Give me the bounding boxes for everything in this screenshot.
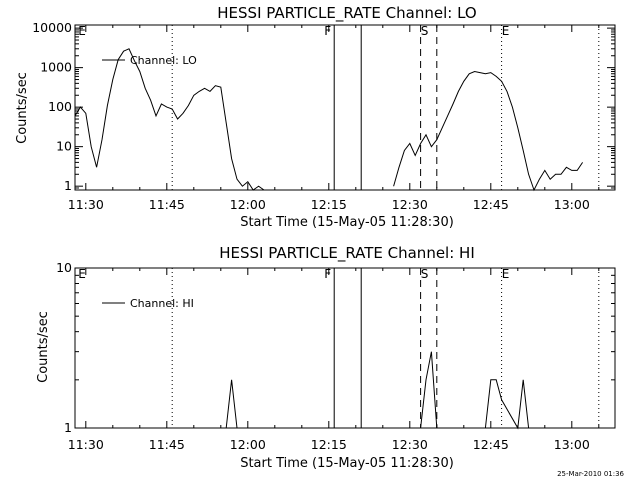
y-tick-label: 10000: [32, 20, 72, 35]
event-marker-label: E: [502, 24, 510, 38]
y-tick-label: 1000: [40, 60, 72, 75]
y-axis-label-hi: Counts/sec: [36, 311, 51, 383]
chart-title-lo: HESSI PARTICLE_RATE Channel: LO: [217, 4, 476, 23]
x-tick-label: 12:30: [392, 197, 428, 212]
y-tick-label: 10: [56, 260, 72, 275]
event-marker-label: E: [78, 24, 86, 38]
x-tick-label: 12:45: [473, 437, 509, 452]
legend-label: Channel: LO: [130, 54, 197, 67]
x-axis-label-lo: Start Time (15-May-05 11:28:30): [240, 215, 454, 230]
event-marker-label: S: [421, 24, 429, 38]
x-tick-label: 12:00: [230, 197, 266, 212]
x-tick-label: 11:45: [149, 437, 185, 452]
y-tick-label: 10: [56, 139, 72, 154]
series-line-lo: [74, 48, 584, 192]
event-marker-label: S: [421, 267, 429, 281]
x-tick-label: 11:30: [68, 437, 104, 452]
x-tick-label: 13:00: [554, 437, 590, 452]
y-tick-label: 1: [64, 420, 72, 435]
x-tick-label: 11:45: [149, 197, 185, 212]
y-tick-label: 100: [48, 99, 72, 114]
plot-lo: HESSI PARTICLE_RATE Channel: LO Start Ti…: [15, 4, 616, 230]
x-tick-label: 11:30: [68, 197, 104, 212]
event-marker-label: E: [502, 267, 510, 281]
x-axis-label-hi: Start Time (15-May-05 11:28:30): [240, 456, 454, 471]
x-tick-label: 12:15: [311, 197, 347, 212]
y-tick-label: 1: [64, 178, 72, 193]
y-axis-label-lo: Counts/sec: [15, 72, 30, 144]
plot-frame-lo: [74, 24, 616, 191]
x-tick-label: 13:00: [554, 197, 590, 212]
x-tick-label: 12:15: [311, 437, 347, 452]
plot-frame-hi: [74, 267, 616, 429]
x-tick-label: 12:30: [392, 437, 428, 452]
series-line-hi: [225, 351, 530, 430]
chart-title-hi: HESSI PARTICLE_RATE Channel: HI: [219, 244, 475, 263]
timestamp-footer: 25-Mar-2010 01:36: [557, 470, 624, 478]
event-marker-label: E: [78, 267, 86, 281]
plot-hi: HESSI PARTICLE_RATE Channel: HI Start Ti…: [36, 244, 616, 471]
event-marker-label: F: [324, 24, 331, 38]
x-tick-label: 12:45: [473, 197, 509, 212]
legend-label: Channel: HI: [130, 297, 194, 310]
x-tick-label: 12:00: [230, 437, 266, 452]
event-marker-label: F: [324, 267, 331, 281]
